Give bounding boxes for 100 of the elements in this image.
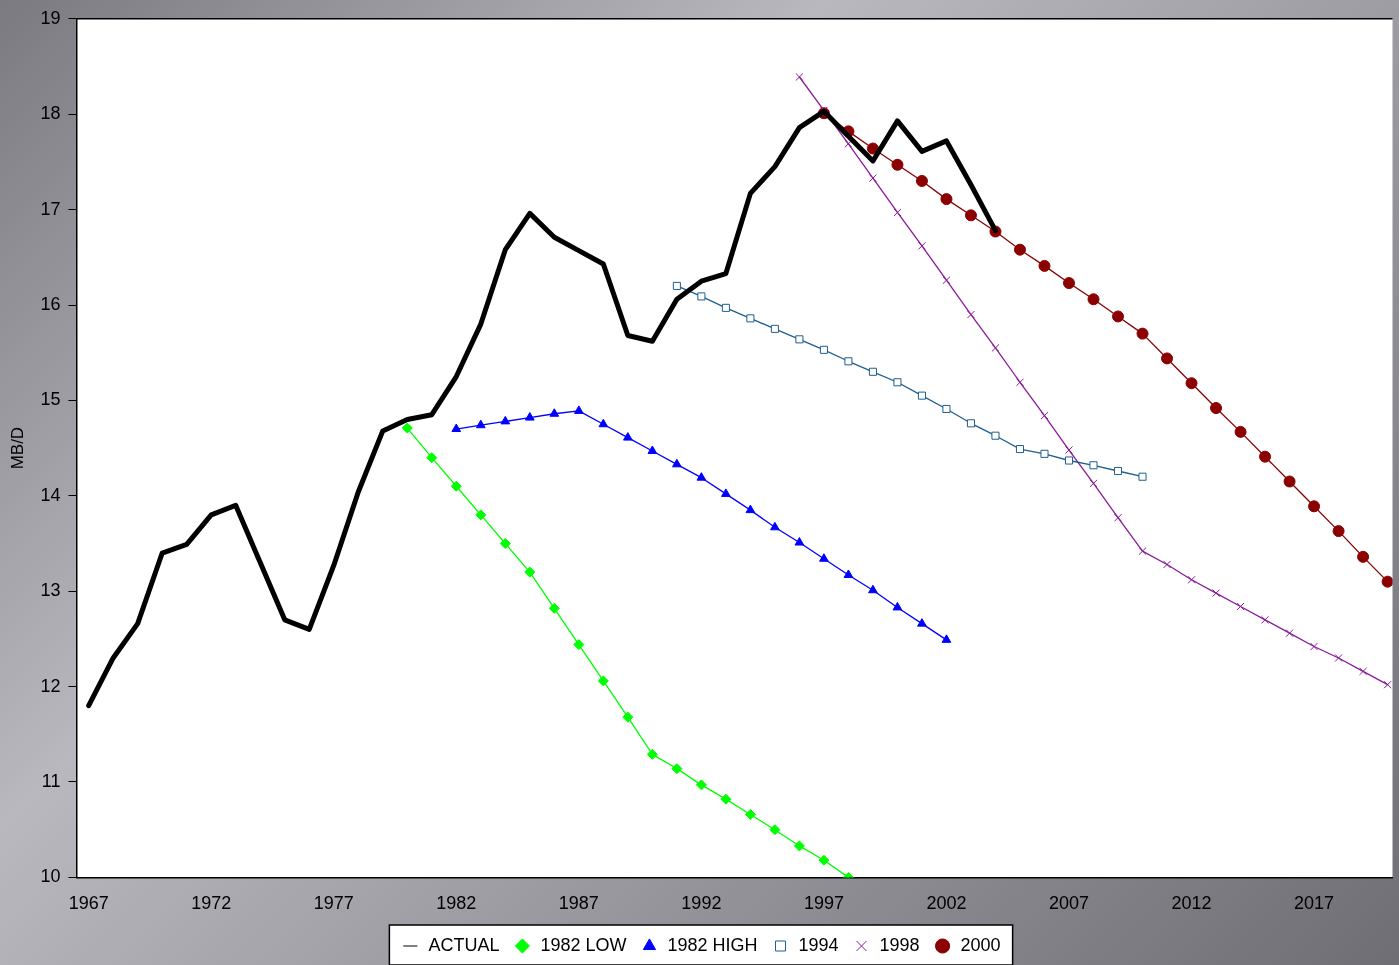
x-tick-label: 1987	[558, 893, 599, 914]
legend-label: 2000	[960, 934, 1001, 955]
point	[524, 412, 535, 421]
point	[770, 521, 780, 531]
point	[401, 422, 413, 434]
point	[721, 488, 731, 497]
point	[598, 418, 609, 428]
point	[1138, 547, 1147, 556]
point	[1112, 310, 1125, 323]
point	[746, 314, 755, 323]
point	[597, 675, 609, 687]
point	[548, 602, 560, 614]
point	[573, 639, 585, 651]
point	[1334, 653, 1343, 663]
point	[1162, 560, 1172, 569]
y-tick-label: 10	[40, 866, 61, 887]
point	[450, 480, 462, 492]
point	[966, 310, 975, 319]
point	[1332, 525, 1345, 538]
x-tick-label: 2017	[1294, 893, 1335, 914]
point	[1113, 466, 1123, 476]
point	[818, 854, 830, 866]
x-tick-label: 2007	[1048, 893, 1090, 914]
x-tick-label: 1967	[68, 893, 109, 914]
point	[843, 569, 854, 578]
point	[1234, 425, 1247, 438]
point	[623, 432, 633, 441]
point	[991, 431, 1000, 440]
legend-label: ACTUAL	[428, 934, 500, 955]
point	[915, 174, 928, 187]
point	[697, 292, 706, 301]
point	[1381, 575, 1393, 588]
point	[1015, 445, 1025, 454]
point	[475, 419, 486, 429]
point	[892, 601, 903, 611]
point	[1236, 602, 1245, 611]
point	[940, 193, 953, 206]
point	[917, 241, 926, 250]
point	[1283, 475, 1296, 488]
point	[793, 840, 805, 852]
legend-label: 1998	[879, 934, 920, 955]
point	[1383, 680, 1392, 689]
y-tick-label: 11	[41, 770, 61, 791]
point	[672, 458, 682, 468]
point	[1113, 513, 1123, 522]
point	[1040, 411, 1049, 420]
y-tick-label: 14	[40, 484, 61, 505]
x-tick-label: 2002	[926, 893, 967, 914]
point	[942, 276, 951, 285]
point	[499, 538, 511, 549]
point	[991, 343, 1000, 352]
point	[893, 378, 902, 387]
point	[1087, 293, 1100, 306]
point	[795, 72, 804, 82]
point	[794, 537, 805, 546]
point	[744, 808, 756, 820]
x-tick-label: 1982	[436, 893, 477, 914]
point	[769, 824, 781, 836]
y-tick-label: 15	[40, 389, 61, 410]
point	[1357, 550, 1370, 563]
point	[770, 324, 779, 333]
point	[1015, 378, 1025, 387]
x-tick-label: 1972	[191, 893, 232, 914]
point	[500, 415, 511, 425]
point	[1136, 327, 1149, 340]
point	[451, 423, 462, 433]
point	[964, 209, 977, 222]
point	[917, 618, 927, 627]
point	[941, 634, 952, 643]
point	[819, 553, 829, 562]
legend-label: 1982 LOW	[540, 934, 627, 955]
point	[475, 509, 487, 521]
point	[1089, 479, 1098, 488]
point	[1359, 667, 1368, 676]
point	[868, 367, 877, 376]
point	[721, 303, 730, 312]
point	[942, 404, 951, 414]
point	[647, 445, 658, 454]
x-tick-label: 1992	[681, 893, 722, 914]
y-axis-title: MB/D	[7, 426, 27, 470]
point	[426, 452, 438, 464]
point	[549, 408, 560, 417]
point	[893, 208, 902, 217]
point	[1062, 277, 1075, 290]
point	[868, 584, 878, 594]
point	[866, 142, 879, 155]
point	[1310, 642, 1319, 651]
point	[1187, 575, 1196, 584]
point	[1261, 615, 1270, 624]
y-tick-label: 12	[40, 675, 61, 696]
point	[1161, 352, 1174, 365]
y-tick-label: 19	[40, 7, 61, 28]
point	[819, 345, 828, 354]
y-tick-label: 13	[40, 580, 61, 601]
point	[1089, 461, 1098, 470]
point	[1064, 456, 1074, 465]
point	[1038, 259, 1051, 272]
point	[1308, 500, 1321, 513]
point	[574, 405, 584, 414]
legend-label: 1994	[798, 934, 839, 955]
